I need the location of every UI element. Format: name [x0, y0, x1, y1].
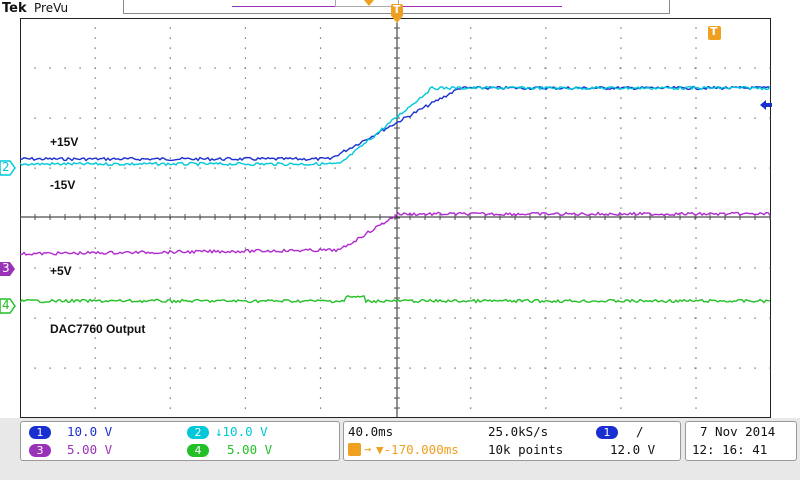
trigger-state-glyph: T — [710, 25, 718, 38]
ch2-scale: ↓10.0 V — [215, 424, 268, 439]
label-dac-output: DAC7760 Output — [50, 322, 146, 336]
ch3-scale: 5.00 V — [67, 442, 113, 457]
ch3-marker-label: 3 — [2, 261, 10, 275]
trigger-delay-icon — [348, 443, 361, 456]
trigger-source-badge[interactable]: 1 — [596, 426, 618, 439]
ch3-marker-icon — [0, 262, 15, 276]
timebase-value: 40.0ms — [348, 424, 394, 439]
time-value: 12: 16: 41 — [692, 442, 768, 457]
ch2-marker-icon — [0, 160, 16, 176]
trigger-indicator: T — [708, 25, 721, 44]
trigger-delay-value: ▼-170.000ms — [376, 442, 459, 457]
ch4-marker-label: 4 — [2, 298, 10, 312]
datetime-panel[interactable]: 7 Nov 2014 12: 16: 41 — [685, 421, 797, 461]
brand-logo: Tek — [2, 1, 27, 16]
ch3-badge[interactable]: 3 — [29, 444, 51, 457]
trigger-state-icon — [708, 26, 721, 40]
trigger-delay-arrow: → — [364, 442, 372, 456]
ch3-trace — [20, 211, 771, 256]
ch3-ground-marker[interactable]: 3 — [0, 261, 16, 281]
trigger-level-value: 12.0 V — [610, 442, 656, 457]
trigger-level-arrow-icon[interactable] — [760, 100, 772, 110]
record-view-window[interactable] — [335, 0, 399, 7]
ch2-marker-label: 2 — [2, 160, 10, 174]
waveform-display[interactable] — [20, 18, 771, 418]
status-bar: 1 10.0 V 2 ↓10.0 V 3 5.00 V 4 5.00 V 40.… — [0, 418, 800, 480]
trigger-slope: / — [636, 424, 644, 439]
ch4-badge[interactable]: 4 — [187, 444, 209, 457]
graticule — [20, 18, 771, 418]
ch4-ground-marker[interactable]: 4 — [0, 298, 16, 318]
ch4-scale: 5.00 V — [227, 442, 273, 457]
horizontal-trigger-panel[interactable]: 40.0ms 25.0kS/s → ▼-170.000ms 10k points… — [343, 421, 681, 461]
trigger-position-icon — [391, 4, 403, 23]
sample-rate-value: 25.0kS/s — [488, 424, 549, 439]
record-trigger-arrow-icon — [364, 0, 374, 6]
record-length-value: 10k points — [488, 442, 564, 457]
trigger-position-marker[interactable]: T — [391, 3, 405, 28]
ch1-scale: 10.0 V — [67, 424, 113, 439]
label-minus15v: -15V — [50, 178, 76, 192]
ch1-badge[interactable]: 1 — [29, 426, 51, 439]
ch4-trace — [20, 295, 771, 304]
trigger-position-glyph: T — [393, 3, 401, 16]
ch2-ground-marker[interactable]: 2 — [0, 160, 16, 180]
ch2-badge[interactable]: 2 — [187, 426, 209, 439]
ch2-trace — [20, 85, 771, 167]
acquisition-mode: PreVu — [34, 1, 69, 15]
label-plus15v: +15V — [50, 135, 79, 149]
label-plus5v: +5V — [50, 264, 72, 278]
ch1-trace — [20, 85, 771, 162]
ch4-marker-icon — [0, 298, 16, 314]
channel-readout-panel[interactable]: 1 10.0 V 2 ↓10.0 V 3 5.00 V 4 5.00 V — [20, 421, 340, 461]
date-value: 7 Nov 2014 — [700, 424, 776, 439]
